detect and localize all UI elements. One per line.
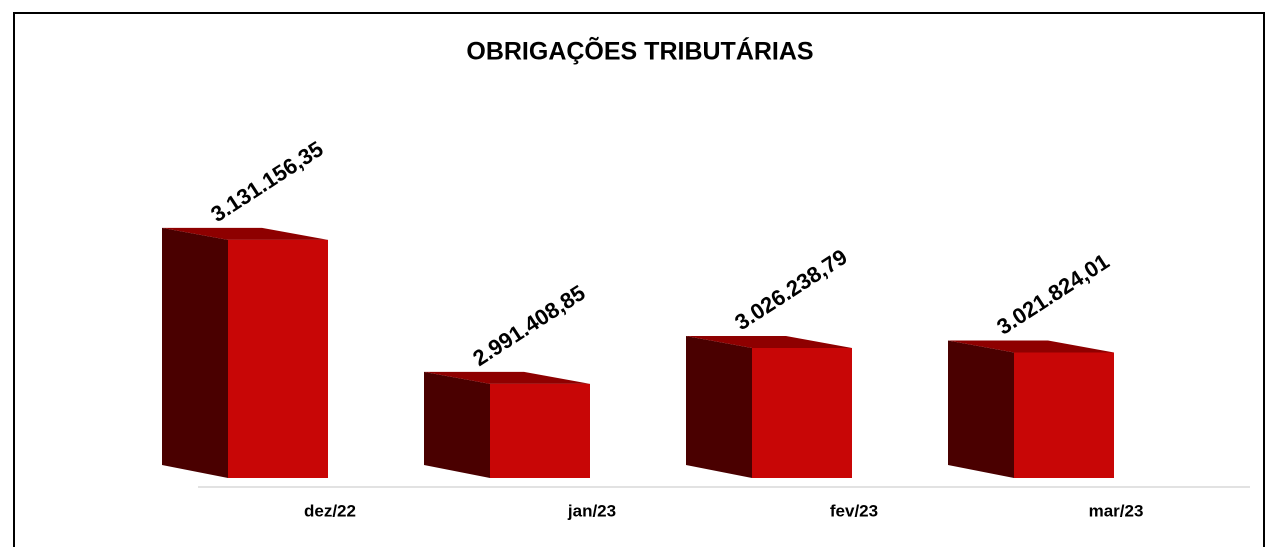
x-tick-label: jan/23	[567, 501, 616, 520]
chart-title: OBRIGAÇÕES TRIBUTÁRIAS	[466, 36, 813, 66]
bar-top	[162, 227, 328, 240]
bar-top	[948, 340, 1114, 353]
bar	[162, 227, 328, 478]
bar-side	[686, 335, 752, 478]
x-tick-label: fev/23	[830, 501, 878, 520]
bar-top	[424, 371, 590, 384]
x-tick-label: dez/22	[304, 501, 356, 520]
bar	[948, 340, 1114, 478]
x-tick-label: mar/23	[1089, 501, 1144, 520]
bar-side	[948, 340, 1014, 478]
bar-front	[1014, 352, 1114, 478]
bar-side	[424, 371, 490, 478]
bar-front	[490, 383, 590, 478]
bar-side	[162, 227, 228, 478]
bar	[686, 335, 852, 478]
bar-top	[686, 335, 852, 348]
bar-front	[752, 347, 852, 478]
bar	[424, 371, 590, 478]
bar-front	[228, 239, 328, 478]
